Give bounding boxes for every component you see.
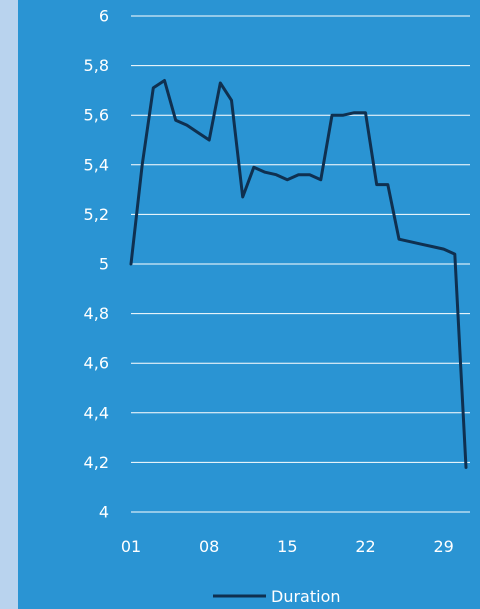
y-tick-label: 5,2 [84, 205, 109, 224]
legend-label-duration: Duration [271, 587, 341, 606]
x-tick-label: 15 [277, 537, 297, 556]
gridlines [131, 15, 470, 513]
x-tick-label: 01 [121, 537, 141, 556]
y-tick-label: 6 [99, 7, 109, 26]
y-tick-label: 5,8 [84, 56, 109, 75]
y-tick-label: 4,4 [84, 403, 109, 422]
y-tick-label: 4,2 [84, 453, 109, 472]
x-axis-tick-labels: 01 08 15 22 29 [121, 537, 454, 556]
x-tick-label: 22 [355, 537, 375, 556]
y-tick-label: 4 [99, 503, 109, 522]
legend: Duration [213, 587, 341, 606]
left-edge-strip [0, 0, 18, 609]
x-tick-label: 08 [199, 537, 219, 556]
x-tick-label: 29 [433, 537, 453, 556]
y-tick-label: 5 [99, 255, 109, 274]
y-tick-label: 5,6 [84, 106, 109, 125]
y-tick-label: 5,4 [84, 155, 109, 174]
y-tick-label: 4,8 [84, 304, 109, 323]
y-axis-tick-labels: 4 4,2 4,4 4,6 4,8 5 5,2 5,4 5,6 5,8 6 [84, 7, 109, 522]
y-tick-label: 4,6 [84, 354, 109, 373]
series-layer [129, 79, 468, 469]
series-line-duration [129, 79, 468, 469]
